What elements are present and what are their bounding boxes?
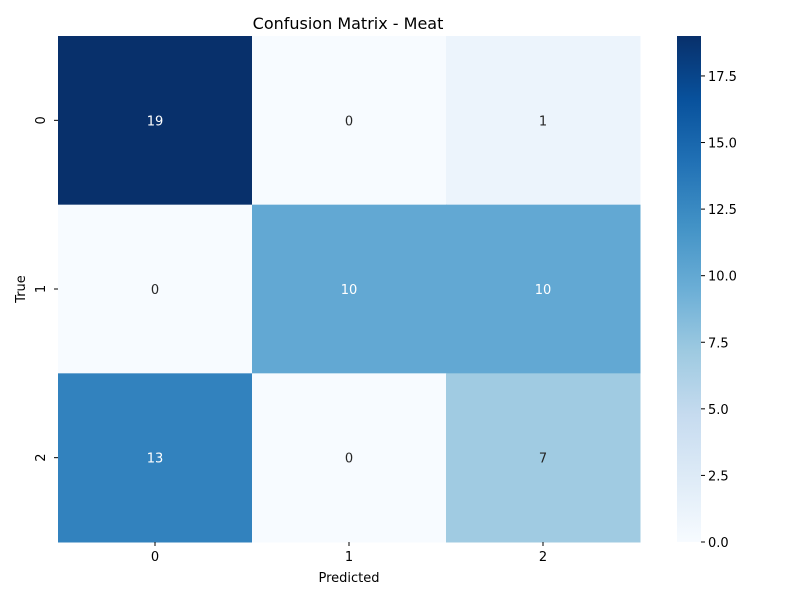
colorbar: 0.0 2.5 5.0 7.5 10.0 12.5 15.0 17.5 bbox=[677, 36, 737, 551]
y-tick-label: 0 bbox=[34, 116, 49, 124]
heatmap-cell-value-r2-c1: 0 bbox=[345, 452, 353, 467]
colorbar-tick-label: 15.0 bbox=[708, 137, 737, 152]
colorbar-tick-label: 5.0 bbox=[708, 403, 729, 418]
x-tick-label: 1 bbox=[345, 550, 353, 565]
x-tick-label: 2 bbox=[539, 550, 547, 565]
heatmap-cell-r2-c1 bbox=[252, 373, 447, 543]
y-axis-ticks: 0 1 2 bbox=[34, 116, 58, 462]
chart-title: Confusion Matrix - Meat bbox=[253, 14, 444, 33]
colorbar-gradient bbox=[677, 36, 701, 542]
heatmap-cell-r2-c0 bbox=[58, 373, 253, 543]
heatmap-cells bbox=[58, 36, 641, 543]
heatmap-cell-value-r2-c0: 13 bbox=[147, 452, 164, 467]
heatmap-cell-r0-c1 bbox=[252, 36, 447, 206]
heatmap-cell-r0-c0 bbox=[58, 36, 253, 206]
heatmap-cell-r1-c1 bbox=[252, 204, 447, 374]
colorbar-tick-label: 2.5 bbox=[708, 469, 729, 484]
heatmap-cell-r1-c2 bbox=[446, 204, 641, 374]
colorbar-tick-label: 17.5 bbox=[708, 70, 737, 85]
colorbar-ticks: 0.0 2.5 5.0 7.5 10.0 12.5 15.0 17.5 bbox=[701, 70, 737, 551]
heatmap-cell-r0-c2 bbox=[446, 36, 641, 206]
heatmap-cell-value-r1-c0: 0 bbox=[151, 283, 159, 298]
y-axis-label: True bbox=[14, 275, 29, 304]
colorbar-tick-label: 7.5 bbox=[708, 336, 729, 351]
heatmap-cell-r2-c2 bbox=[446, 373, 641, 543]
heatmap-cell-value-r1-c2: 10 bbox=[535, 283, 552, 298]
heatmap-cell-r1-c0 bbox=[58, 204, 253, 374]
heatmap-cell-value-r2-c2: 7 bbox=[539, 452, 547, 467]
heatmap-cell-value-r0-c2: 1 bbox=[539, 114, 547, 129]
colorbar-tick-label: 12.5 bbox=[708, 203, 737, 218]
heatmap-cell-value-r1-c1: 10 bbox=[341, 283, 358, 298]
y-tick-label: 1 bbox=[34, 285, 49, 293]
y-tick-label: 2 bbox=[34, 454, 49, 462]
colorbar-tick-label: 10.0 bbox=[708, 270, 737, 285]
x-tick-label: 0 bbox=[151, 550, 159, 565]
x-axis-ticks: 0 1 2 bbox=[151, 542, 547, 565]
heatmap-cell-value-r0-c1: 0 bbox=[345, 114, 353, 129]
x-axis-label: Predicted bbox=[318, 571, 379, 586]
heatmap-cell-value-r0-c0: 19 bbox=[147, 114, 164, 129]
colorbar-tick-label: 0.0 bbox=[708, 536, 729, 551]
